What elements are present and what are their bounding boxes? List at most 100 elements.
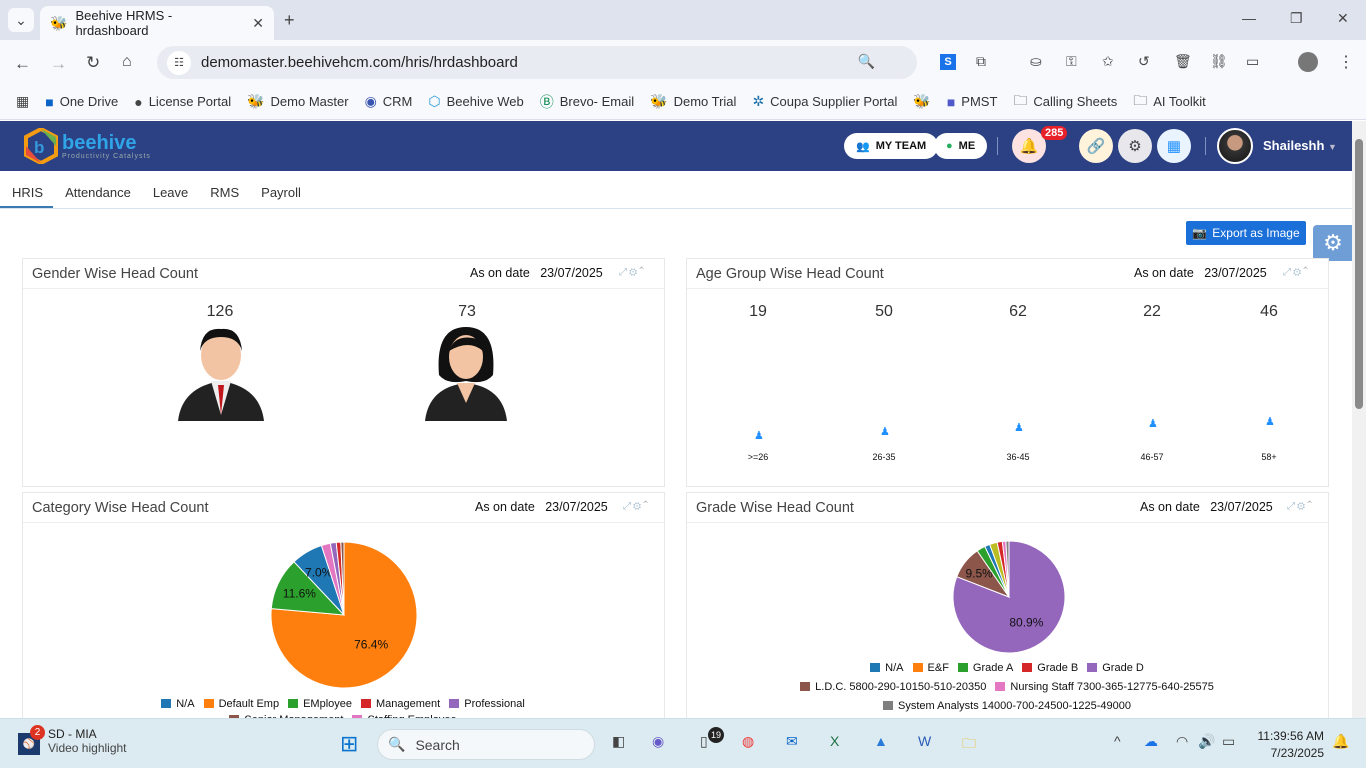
apps-grid-icon[interactable]: ▦ bbox=[16, 93, 30, 109]
bookmark-demo-trial[interactable]: 🐝 Demo Trial bbox=[650, 93, 736, 110]
favorites-icon[interactable]: ✩ bbox=[1102, 53, 1114, 69]
legend-item[interactable]: Grade B bbox=[1022, 662, 1078, 675]
excel-icon[interactable]: X bbox=[830, 733, 840, 749]
chrome-icon[interactable]: ◍ bbox=[742, 733, 755, 749]
tab-attendance[interactable]: Attendance bbox=[65, 185, 131, 200]
legend-item[interactable]: Nursing Staff 7300-365-12775-640-25575 bbox=[995, 681, 1214, 694]
bookmark-calling-sheets[interactable]: 🗀 Calling Sheets bbox=[1013, 90, 1117, 114]
bookmark-license-portal[interactable]: ● License Portal bbox=[134, 94, 231, 110]
site-settings-icon[interactable]: ☷ bbox=[167, 50, 191, 75]
settings-sidebar-toggle[interactable]: ⚙ bbox=[1313, 225, 1353, 261]
gear-icon[interactable]: ⚙ bbox=[1293, 267, 1304, 278]
windows-start-icon[interactable]: ⊞ bbox=[340, 731, 359, 756]
bookmark-bee[interactable]: 🐝 bbox=[913, 93, 930, 110]
delete-icon[interactable]: 🗑 bbox=[1174, 53, 1192, 69]
bookmark-onedrive[interactable]: ■ One Drive bbox=[45, 94, 118, 110]
expand-icon[interactable]: ⤢ bbox=[623, 501, 633, 512]
legend-item[interactable]: N/A bbox=[161, 698, 195, 711]
me-button[interactable]: ● ME bbox=[934, 133, 988, 159]
apps-button[interactable]: ▦ bbox=[1157, 129, 1191, 163]
gear-icon[interactable]: ⚙ bbox=[633, 501, 644, 512]
links-button[interactable]: 🔗 bbox=[1079, 129, 1113, 163]
notifications-button[interactable]: 🔔 bbox=[1012, 129, 1046, 163]
legend-item[interactable]: L.D.C. 5800-290-10150-510-20350 bbox=[800, 681, 986, 694]
export-image-button[interactable]: 📷 Export as Image bbox=[1186, 221, 1306, 245]
extensions-icon[interactable]: ⧉ bbox=[976, 53, 986, 69]
gear-icon[interactable]: ⚙ bbox=[1297, 501, 1308, 512]
home-icon[interactable]: ⌂ bbox=[122, 53, 132, 70]
history-icon[interactable]: ↺ bbox=[1138, 53, 1150, 69]
new-tab-icon[interactable]: + bbox=[284, 10, 295, 30]
page-scrollbar[interactable] bbox=[1352, 121, 1366, 718]
pie-slice[interactable] bbox=[1005, 540, 1010, 598]
outlook-icon[interactable]: ✉ bbox=[786, 733, 798, 749]
collapse-icon[interactable]: ⌃ bbox=[639, 267, 646, 278]
expand-icon[interactable]: ⤢ bbox=[1283, 267, 1293, 278]
my-team-button[interactable]: 👥 MY TEAM bbox=[844, 133, 939, 159]
bookmark-pmst[interactable]: ■ PMST bbox=[947, 94, 998, 110]
settings-button[interactable]: ⚙ bbox=[1118, 129, 1152, 163]
notification-bell-icon[interactable]: 🔔 bbox=[1332, 733, 1350, 749]
legend-item[interactable]: Grade A bbox=[957, 662, 1013, 675]
incognito-icon[interactable]: ⛀ bbox=[1030, 53, 1042, 69]
meet-icon[interactable]: ◉ bbox=[652, 733, 665, 749]
forward-icon[interactable]: → bbox=[50, 54, 67, 73]
reload-icon[interactable]: ↻ bbox=[86, 53, 101, 72]
tab-hris[interactable]: HRIS bbox=[0, 175, 54, 208]
expand-icon[interactable]: ⤢ bbox=[1287, 501, 1297, 512]
collapse-icon[interactable]: ⌃ bbox=[1307, 501, 1314, 512]
legend-item[interactable]: System Analysts 14000-700-24500-1225-490… bbox=[883, 700, 1131, 713]
link-icon[interactable]: ⛓ bbox=[1210, 53, 1228, 69]
tab-leave[interactable]: Leave bbox=[152, 185, 189, 200]
volume-icon[interactable]: 🔊 bbox=[1198, 733, 1216, 749]
beehive-logo[interactable]: b beehive Productivity Catalysts bbox=[24, 128, 151, 164]
legend-item[interactable]: Professional bbox=[449, 698, 525, 711]
date-value[interactable]: 23/07/2025 bbox=[540, 266, 603, 280]
date-value[interactable]: 23/07/2025 bbox=[545, 500, 608, 514]
bookmark-crm[interactable]: ◉ CRM bbox=[365, 93, 413, 110]
legend-item[interactable]: N/A bbox=[870, 662, 904, 675]
legend-item[interactable]: E&F bbox=[912, 662, 949, 675]
date-value[interactable]: 23/07/2025 bbox=[1204, 266, 1267, 280]
bookmark-coupa[interactable]: ✲ Coupa Supplier Portal bbox=[752, 93, 897, 110]
task-view-icon[interactable]: ◧ bbox=[612, 733, 626, 749]
word-icon[interactable]: W bbox=[918, 733, 932, 749]
tab-payroll[interactable]: Payroll bbox=[261, 185, 301, 200]
pie-slice[interactable] bbox=[270, 541, 418, 689]
profile-avatar[interactable] bbox=[1298, 52, 1318, 72]
close-tab-icon[interactable]: ✕ bbox=[252, 14, 264, 31]
browser-tab[interactable]: 🐝 Beehive HRMS - hrdashboard ✕ bbox=[40, 6, 274, 40]
tab-search-button[interactable]: ⌄ bbox=[8, 8, 34, 32]
photos-icon[interactable]: ▲ bbox=[874, 733, 888, 749]
bookmark-demo-master[interactable]: 🐝 Demo Master bbox=[247, 93, 348, 110]
user-menu[interactable]: Shaileshh ▼ bbox=[1263, 138, 1337, 153]
bookmark-brevo[interactable]: Ⓑ Brevo- Email bbox=[540, 92, 634, 112]
notepad-icon[interactable]: ▯ bbox=[700, 733, 708, 749]
widget-notification[interactable]: ⚾ SD - MIA Video highlight bbox=[18, 727, 127, 755]
close-window-icon[interactable]: ✕ bbox=[1337, 10, 1349, 26]
wifi-icon[interactable]: ◠ bbox=[1176, 733, 1189, 749]
pie-slice[interactable] bbox=[340, 541, 345, 616]
legend-item[interactable]: Default Emp bbox=[203, 698, 279, 711]
legend-item[interactable]: Grade D bbox=[1087, 662, 1144, 675]
onedrive-icon[interactable]: ☁ bbox=[1144, 733, 1158, 749]
show-hidden-icons[interactable]: ^ bbox=[1114, 733, 1121, 749]
tab-rms[interactable]: RMS bbox=[210, 185, 240, 200]
key-icon[interactable]: ⚿ bbox=[1066, 53, 1077, 69]
bookmark-ai-toolkit[interactable]: 🗀 AI Toolkit bbox=[1133, 90, 1206, 114]
menu-icon[interactable]: ⋮ bbox=[1338, 54, 1354, 71]
date-value[interactable]: 23/07/2025 bbox=[1210, 500, 1273, 514]
legend-item[interactable]: EMployee bbox=[288, 698, 352, 711]
back-icon[interactable]: ← bbox=[14, 54, 31, 73]
bookmark-beehive-web[interactable]: ⬡ Beehive Web bbox=[428, 93, 523, 110]
devices-icon[interactable]: ▭ bbox=[1246, 53, 1260, 69]
taskbar-search[interactable]: 🔍 Search bbox=[377, 729, 595, 760]
address-bar[interactable]: ☷ demomaster.beehivehcm.com/hris/hrdashb… bbox=[157, 46, 917, 79]
extension-s-icon[interactable]: S bbox=[940, 54, 956, 70]
collapse-icon[interactable]: ⌃ bbox=[643, 501, 650, 512]
legend-item[interactable]: Management bbox=[361, 698, 440, 711]
file-explorer-icon[interactable]: 🗀 bbox=[962, 735, 976, 751]
clock[interactable]: 11:39:56 AM 7/23/2025 bbox=[1240, 728, 1325, 762]
minimize-icon[interactable]: — bbox=[1242, 10, 1256, 26]
zoom-icon[interactable]: 🔍 bbox=[857, 53, 875, 69]
